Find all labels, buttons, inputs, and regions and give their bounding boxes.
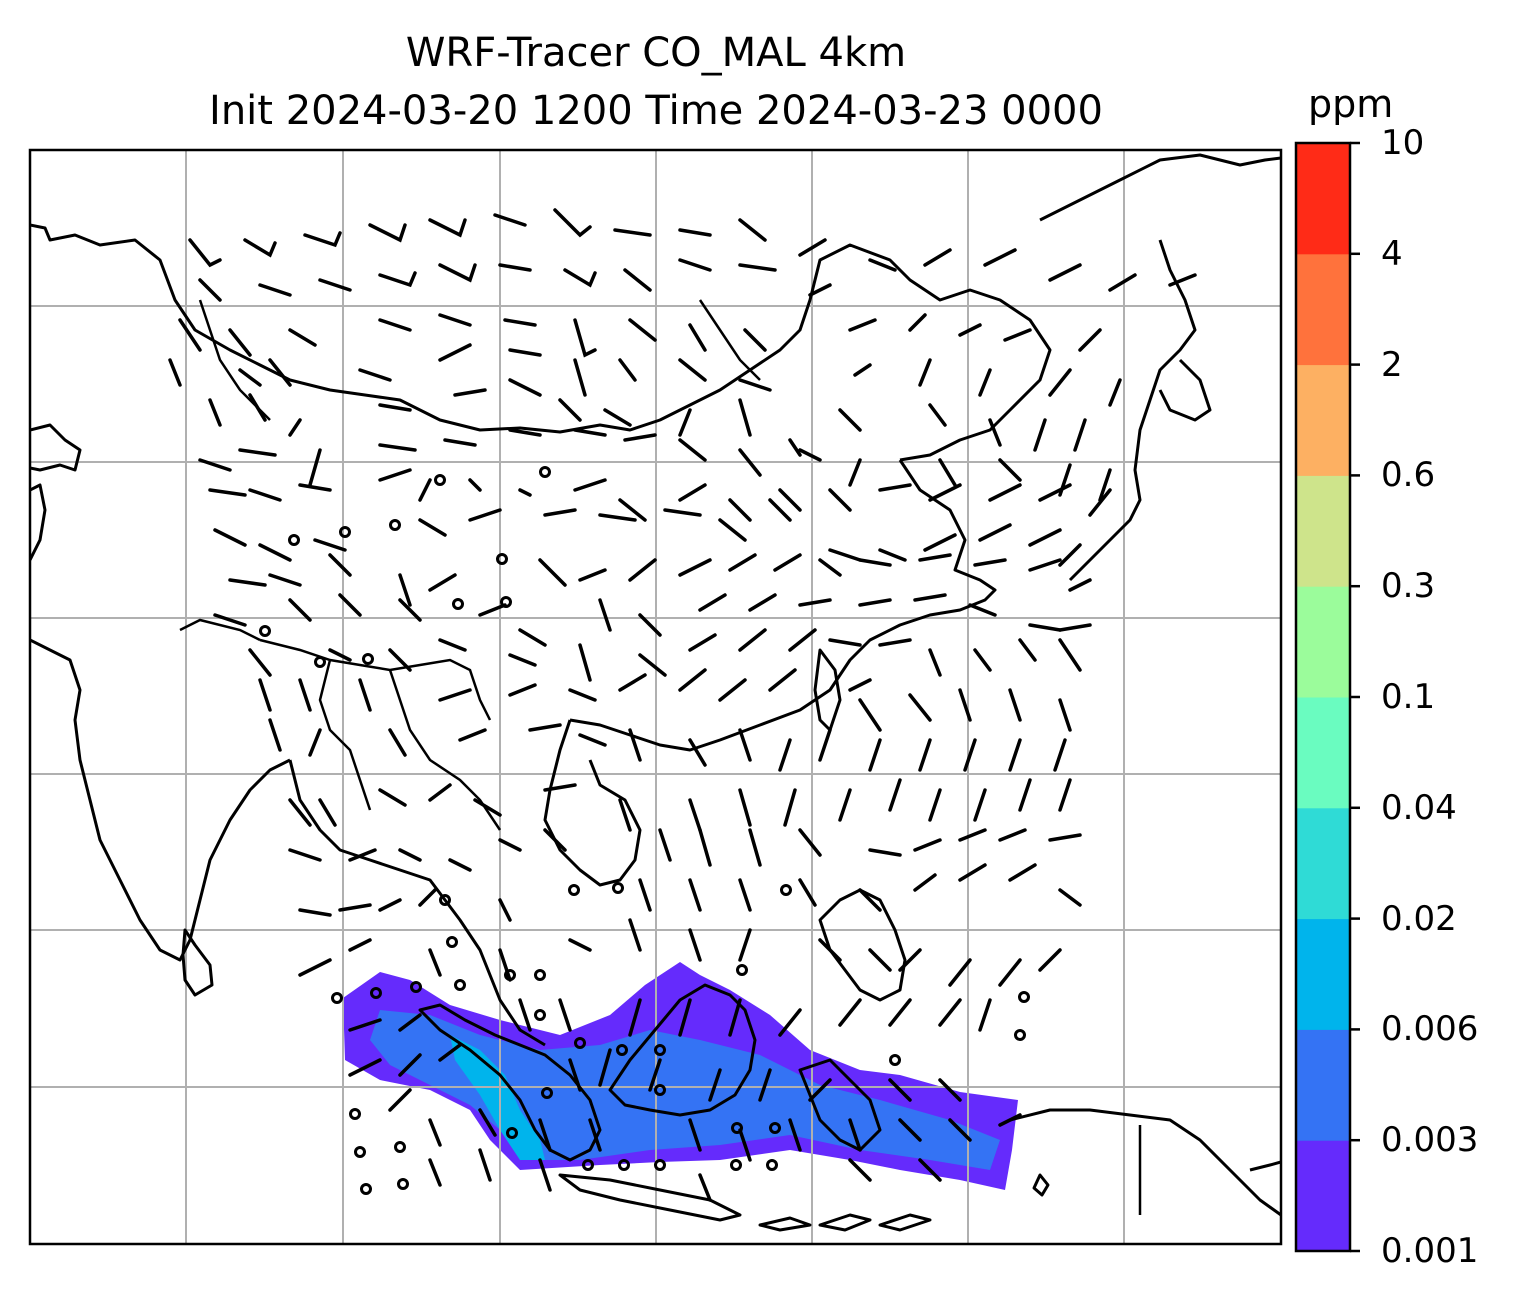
tracer-plume bbox=[343, 962, 1018, 1190]
map-title-line1: WRF-Tracer CO_MAL 4km bbox=[405, 30, 907, 76]
calm-wind-markers bbox=[259, 466, 1030, 1195]
map-gridlines bbox=[30, 150, 1281, 1244]
country-borders bbox=[179, 299, 1142, 1215]
map-frame bbox=[28, 148, 1283, 1246]
colorbar-segment bbox=[1296, 807, 1350, 920]
colorbar-segment bbox=[1296, 364, 1350, 476]
colorbar-tick-label: 2 bbox=[1381, 344, 1403, 385]
colorbar-unit-label: ppm bbox=[1308, 82, 1394, 126]
wind-barbs bbox=[168, 208, 1197, 1202]
colorbar bbox=[1294, 141, 1360, 1253]
colorbar-tick-label: 4 bbox=[1381, 233, 1403, 274]
colorbar-tick-label: 0.003 bbox=[1381, 1120, 1479, 1161]
colorbar-segment bbox=[1296, 586, 1350, 698]
colorbar-segment bbox=[1296, 475, 1350, 587]
colorbar-segment bbox=[1296, 143, 1350, 255]
map-title-line2: Init 2024-03-20 1200 Time 2024-03-23 000… bbox=[209, 88, 1103, 134]
colorbar-tick-label: 10 bbox=[1381, 123, 1425, 163]
colorbar-tick-label: 0.6 bbox=[1381, 455, 1436, 496]
colorbar-tick-label: 0.001 bbox=[1381, 1231, 1479, 1271]
colorbar-tick-label: 0.006 bbox=[1381, 1009, 1479, 1050]
colorbar-tick-label: 0.04 bbox=[1381, 787, 1457, 828]
colorbar-tick-label: 0.3 bbox=[1381, 566, 1436, 607]
colorbar-tick-label: 0.02 bbox=[1381, 898, 1457, 939]
colorbar-tick-label: 0.1 bbox=[1381, 677, 1436, 717]
colorbar-segment bbox=[1296, 697, 1350, 809]
colorbar-segment bbox=[1296, 1140, 1350, 1252]
colorbar-segment bbox=[1296, 918, 1350, 1030]
colorbar-segment bbox=[1296, 1029, 1350, 1141]
colorbar-segment bbox=[1296, 253, 1350, 366]
